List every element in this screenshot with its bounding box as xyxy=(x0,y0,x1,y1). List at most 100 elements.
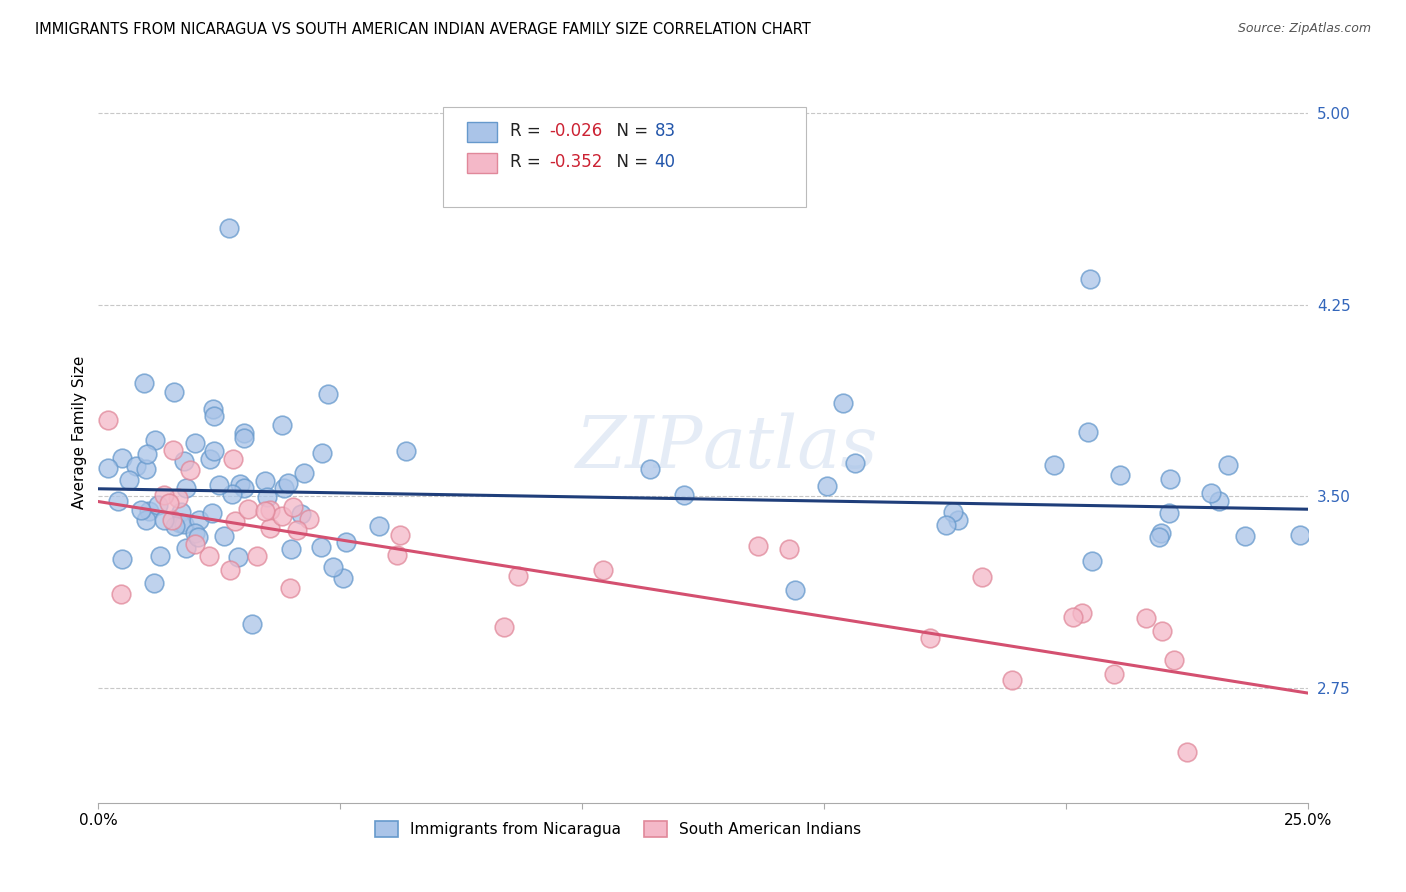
Point xyxy=(1199,486,1222,500)
Point xyxy=(214,529,236,543)
Point xyxy=(111,450,134,465)
Point xyxy=(224,514,246,528)
Point xyxy=(97,460,120,475)
Text: R =: R = xyxy=(509,121,546,139)
Point xyxy=(170,505,193,519)
Point xyxy=(208,477,231,491)
Point xyxy=(232,431,254,445)
Point xyxy=(783,582,806,597)
Point xyxy=(176,541,198,555)
Point xyxy=(125,459,148,474)
Point xyxy=(169,516,191,530)
Point xyxy=(1108,467,1130,482)
Point xyxy=(395,444,418,458)
Point xyxy=(1159,506,1181,520)
Text: N =: N = xyxy=(606,153,654,171)
Point xyxy=(184,435,207,450)
Point xyxy=(1150,525,1173,540)
Point xyxy=(162,443,184,458)
Point xyxy=(198,549,221,563)
Point xyxy=(1149,530,1171,544)
Point xyxy=(187,531,209,545)
Text: -0.352: -0.352 xyxy=(550,153,603,171)
Point xyxy=(110,587,132,601)
Text: 83: 83 xyxy=(655,121,676,139)
Point xyxy=(163,385,186,400)
Point xyxy=(1175,745,1198,759)
Point xyxy=(167,491,190,505)
Point xyxy=(256,490,278,504)
Point xyxy=(135,462,157,476)
Point xyxy=(389,528,412,542)
FancyBboxPatch shape xyxy=(443,107,806,207)
Point xyxy=(146,498,169,512)
Point xyxy=(335,535,357,549)
Point xyxy=(1062,610,1084,624)
Point xyxy=(253,504,276,518)
Point xyxy=(184,536,207,550)
Y-axis label: Average Family Size: Average Family Size xyxy=(72,356,87,509)
Point xyxy=(142,575,165,590)
Text: Source: ZipAtlas.com: Source: ZipAtlas.com xyxy=(1237,22,1371,36)
Point xyxy=(232,481,254,495)
Point xyxy=(132,376,155,391)
Point xyxy=(270,418,292,433)
Point xyxy=(173,454,195,468)
Point xyxy=(187,513,209,527)
Point xyxy=(202,443,225,458)
Point xyxy=(145,433,167,447)
Point xyxy=(149,549,172,563)
FancyBboxPatch shape xyxy=(467,121,498,143)
Point xyxy=(273,481,295,495)
Point xyxy=(285,523,308,537)
Point xyxy=(316,387,339,401)
Point xyxy=(1071,606,1094,620)
Point xyxy=(1216,458,1239,473)
Point xyxy=(1135,611,1157,625)
Text: R =: R = xyxy=(509,153,546,171)
Point xyxy=(831,395,853,409)
Point xyxy=(281,500,304,514)
Point xyxy=(920,632,942,646)
Text: atlas: atlas xyxy=(703,412,879,483)
Point xyxy=(238,502,260,516)
Point xyxy=(242,617,264,632)
Text: 40: 40 xyxy=(655,153,676,171)
Point xyxy=(138,504,160,518)
Point xyxy=(271,508,294,523)
Point xyxy=(117,473,139,487)
Point xyxy=(198,452,221,467)
Point xyxy=(153,513,176,527)
Point xyxy=(844,457,866,471)
Point xyxy=(367,518,389,533)
Point xyxy=(1080,554,1102,568)
Point xyxy=(228,549,250,564)
Point xyxy=(219,563,242,577)
Point xyxy=(292,467,315,481)
Text: N =: N = xyxy=(606,121,654,139)
Point xyxy=(97,412,120,426)
Point xyxy=(508,569,530,583)
Point xyxy=(173,516,195,531)
Point xyxy=(278,581,301,595)
Point xyxy=(946,513,969,527)
Point xyxy=(153,488,176,502)
Point xyxy=(972,570,994,584)
Point xyxy=(1163,653,1185,667)
Point xyxy=(747,539,769,553)
Point xyxy=(298,512,321,526)
Point xyxy=(1208,494,1230,508)
Point xyxy=(246,549,269,563)
Point xyxy=(232,425,254,440)
Point xyxy=(201,506,224,520)
Point xyxy=(1078,272,1101,286)
Point xyxy=(174,481,197,495)
Point xyxy=(129,502,152,516)
Point xyxy=(135,447,157,461)
Point xyxy=(778,541,800,556)
Point xyxy=(221,486,243,500)
Point xyxy=(157,496,180,510)
Text: -0.026: -0.026 xyxy=(550,121,603,139)
Point xyxy=(592,563,614,577)
Point xyxy=(385,549,408,563)
